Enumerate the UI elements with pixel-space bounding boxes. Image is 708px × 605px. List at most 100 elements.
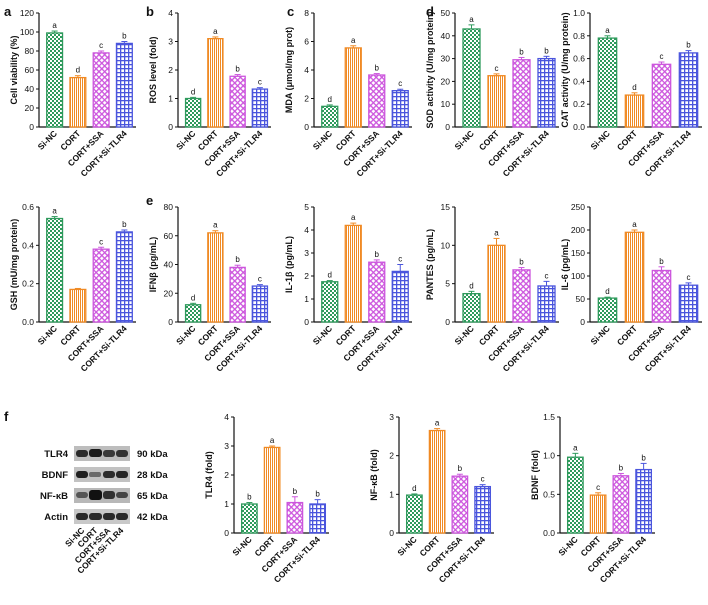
y-tick-label: 60 [25,65,35,75]
y-tick-label: 40 [25,84,35,94]
significance-letter: d [76,66,80,75]
significance-letter: c [687,273,691,282]
bar [512,269,531,323]
y-tick-label: 0 [304,122,309,132]
y-tick-label: 100 [20,27,34,37]
significance-letter: a [632,220,637,229]
blot-band [76,513,88,520]
category-label: CORT+Si-TLR4 [501,128,552,179]
panel-letter-b: b [146,4,154,19]
blot-size-label: 42 kDa [137,512,168,523]
blot-size-label: 65 kDa [137,491,168,502]
bar [597,297,618,323]
y-tick-label: 6 [304,37,309,47]
significance-letter: c [596,483,600,492]
y-tick-label: 0.8 [573,31,585,41]
bar [612,475,630,534]
y-tick-label: 40 [441,31,451,41]
significance-letter: b [544,46,549,55]
significance-letter: a [605,26,610,35]
y-tick-label: 30 [441,54,451,64]
significance-letter: b [122,220,127,229]
y-tick-label: 15 [441,202,451,212]
y-axis-label: IFNβ (pg/mL) [148,237,158,292]
significance-letter: b [686,41,691,50]
significance-letter: b [519,258,524,267]
y-tick-label: 0 [168,317,173,327]
bar [651,269,672,323]
y-tick-label: 0 [224,528,229,538]
blot-size-label: 90 kDa [137,449,168,460]
y-tick-label: 4 [168,8,173,18]
significance-letter: d [412,484,416,493]
blot-row-nfkb [74,488,130,503]
y-axis-label: NF-κB (fold) [369,449,379,501]
significance-letter: c [495,64,499,73]
significance-letter: c [398,79,402,88]
significance-letter: c [398,255,402,264]
y-tick-label: 100 [571,271,585,281]
y-tick-label: 0.6 [573,54,585,64]
panel-letter-f: f [4,409,9,424]
y-axis-label: MDA (μmol/mg prot) [284,27,294,113]
y-axis-label: SOD activity (U/mg protein) [425,11,435,128]
y-tick-label: 20 [25,103,35,113]
y-tick-label: 0 [445,122,450,132]
category-label: Si-NC [588,323,611,346]
category-label: Si-NC [174,128,197,151]
bar [635,468,653,534]
significance-letter: a [351,36,356,45]
y-tick-label: 2 [304,271,309,281]
y-tick-label: 0.2 [573,99,585,109]
category-label: Si-NC [311,128,334,151]
blot-protein-label: TLR4 [44,449,68,460]
panel-letter-e: e [146,193,153,208]
bar [368,261,386,323]
y-tick-label: 0 [168,122,173,132]
significance-letter: b [293,487,298,496]
category-label: Si-NC [36,128,59,151]
bar [678,52,699,128]
y-tick-label: 1 [168,94,173,104]
bar [474,485,492,534]
significance-letter: a [469,15,474,24]
bar [115,231,133,323]
blot-band [103,450,115,457]
significance-letter: b [659,257,664,266]
bar [391,270,409,323]
blot-band [103,471,115,478]
bar [207,232,224,323]
bar [321,105,339,128]
blot-band [76,492,88,498]
y-axis-label: BDNF (fold) [530,450,540,500]
blot-band [89,513,102,520]
bar [263,446,281,534]
y-tick-label: 1 [304,294,309,304]
bar [537,285,556,323]
blot-protein-label: BDNF [42,470,69,481]
y-axis-label: ROS level (fold) [148,36,158,103]
y-tick-label: 50 [576,294,586,304]
category-label: CORT [615,128,640,153]
y-tick-label: 1 [389,489,394,499]
y-tick-label: 5 [304,202,309,212]
bar [46,32,64,128]
category-label: Si-NC [452,323,475,346]
y-tick-label: 0 [29,122,34,132]
bar [391,90,409,128]
significance-letter: b [247,493,252,502]
bar [184,97,202,128]
y-tick-label: 80 [25,46,35,56]
y-tick-label: 1.5 [543,412,555,422]
bar [487,75,506,128]
western-blot: TLR4 BDNF NF-κB Actin 90 kDa 28 kDa 65 k… [40,442,168,576]
bar [512,59,531,128]
significance-letter: a [52,207,57,216]
